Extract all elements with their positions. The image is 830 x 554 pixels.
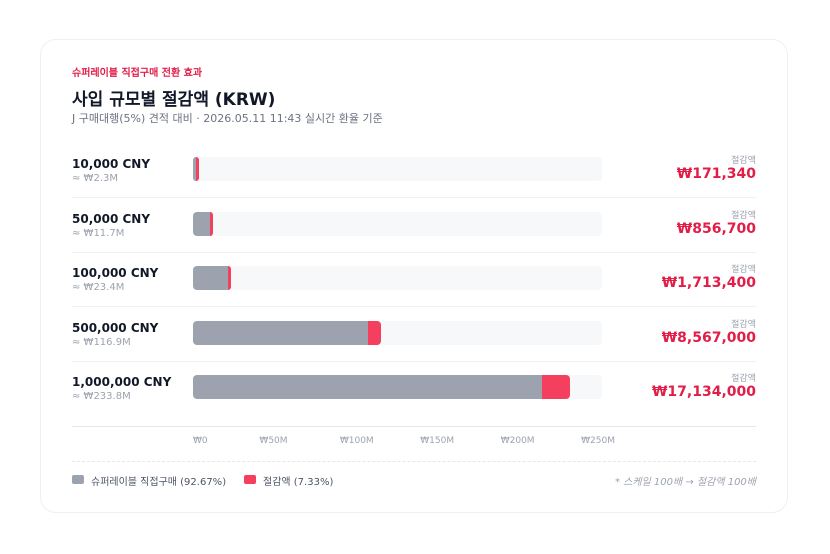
bar-saving-segment: [367, 320, 382, 345]
saving-caption: 절감액: [731, 265, 756, 275]
legend-swatch-saving: [244, 475, 256, 484]
x-axis-line: [72, 426, 756, 427]
legend-swatch-base: [72, 475, 84, 484]
saving-caption: 절감액: [731, 210, 756, 221]
bar-base-segment: [193, 157, 197, 181]
row-divider: [72, 197, 756, 198]
legend-label-saving: 절감액 (7.33%): [263, 477, 334, 488]
krw-approx-label: ≈ ₩11.7M: [72, 227, 125, 239]
legend-divider: [72, 461, 756, 462]
chart-subtitle: J 구매대행(5%) 견적 대비 · 2026.05.11 11:43 실시간 …: [72, 112, 383, 125]
row-divider: [72, 360, 756, 362]
bar-track: [193, 157, 602, 181]
bar-saving-segment: [227, 266, 231, 290]
legend-label-base: 슈퍼레이블 직접구매 (92.67%): [91, 477, 227, 488]
krw-approx-label: ≈ ₩233.8M: [72, 391, 131, 402]
row-divider: [72, 251, 756, 253]
bar-base-segment: [193, 211, 211, 236]
krw-approx-label: ≈ ₩2.3M: [72, 173, 118, 184]
bar-base-segment: [193, 266, 228, 290]
bar-saving-segment: [210, 211, 214, 236]
row-divider: [72, 306, 756, 307]
saving-value: ₩1,713,400: [661, 275, 756, 291]
x-tick-label: ₩150M: [420, 436, 455, 446]
x-tick-label: ₩0: [193, 436, 208, 446]
bar-track: [193, 211, 602, 236]
saving-caption: 절감액: [731, 319, 756, 330]
category-label: 100,000 CNY: [72, 266, 159, 280]
saving-value: ₩17,134,000: [651, 384, 756, 400]
eyebrow-label: 슈퍼레이블 직접구매 전환 효과: [72, 68, 203, 79]
bar-base-segment: [193, 375, 543, 399]
saving-value: ₩856,700: [676, 220, 756, 237]
krw-approx-label: ≈ ₩23.4M: [72, 282, 125, 293]
bar-saving-segment: [196, 157, 200, 181]
bar-saving-segment: [542, 375, 570, 399]
x-tick-label: ₩250M: [581, 436, 615, 446]
saving-value: ₩171,340: [676, 166, 756, 182]
category-label: 1,000,000 CNY: [72, 375, 172, 389]
krw-approx-label: ≈ ₩116.9M: [72, 336, 131, 348]
category-label: 500,000 CNY: [72, 320, 159, 335]
category-label: 50,000 CNY: [72, 211, 151, 226]
saving-value: ₩8,567,000: [661, 329, 756, 346]
scale-footnote: * 스케일 100배 → 절감액 100배: [614, 477, 756, 488]
x-tick-label: ₩50M: [259, 436, 288, 446]
saving-caption: 절감액: [731, 156, 756, 166]
x-tick-label: ₩200M: [500, 436, 535, 446]
chart-title: 사입 규모별 절감액 (KRW): [72, 90, 276, 110]
bar-track: [193, 266, 602, 290]
saving-caption: 절감액: [731, 374, 756, 384]
category-label: 10,000 CNY: [72, 157, 151, 171]
x-tick-label: ₩100M: [339, 436, 374, 446]
bar-base-segment: [193, 320, 368, 345]
